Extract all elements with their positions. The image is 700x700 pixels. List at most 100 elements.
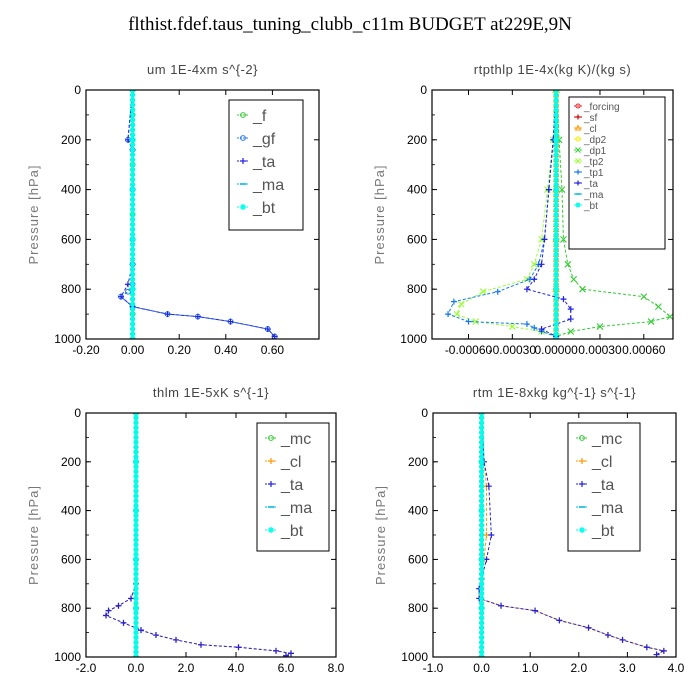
- data-point: [130, 231, 136, 237]
- x-tick-label: 1.0: [522, 661, 539, 675]
- data-point: [553, 167, 559, 173]
- data-point: [479, 566, 485, 572]
- data-point: [103, 612, 109, 619]
- data-point: [553, 261, 559, 267]
- x-tick-label: 2.0: [570, 661, 587, 675]
- plot-area: [476, 413, 667, 657]
- data-point: [479, 556, 485, 562]
- legend-label: _ta: [583, 179, 598, 190]
- data-point: [479, 512, 485, 518]
- data-point: [553, 107, 559, 113]
- data-point: [125, 288, 131, 295]
- series-bt: [129, 90, 136, 339]
- data-point: [479, 639, 485, 645]
- data-point: [130, 202, 136, 208]
- data-point: [117, 293, 124, 300]
- data-point: [133, 464, 139, 470]
- data-point: [545, 186, 552, 193]
- data-point: [479, 444, 485, 450]
- data-point: [130, 157, 136, 163]
- legend-label: _mc: [280, 431, 311, 448]
- data-point: [133, 605, 139, 611]
- y-tick-label: 1000: [54, 332, 81, 346]
- data-point: [541, 236, 548, 243]
- data-point: [560, 236, 567, 243]
- data-point: [133, 439, 139, 445]
- data-point: [130, 266, 136, 272]
- data-point: [133, 542, 139, 548]
- data-point: [283, 652, 289, 657]
- data-point: [115, 602, 122, 609]
- data-point: [133, 644, 139, 650]
- legend-label: _dp2: [583, 135, 607, 146]
- data-point: [553, 241, 559, 247]
- data-point: [133, 561, 139, 567]
- data-point: [133, 449, 139, 455]
- data-point: [553, 177, 559, 183]
- data-point: [130, 152, 136, 158]
- data-point: [130, 177, 136, 183]
- series-line: [447, 90, 557, 337]
- legend-label: _f: [252, 108, 267, 125]
- data-point: [130, 172, 136, 178]
- data-point: [227, 318, 234, 325]
- data-point: [133, 498, 139, 504]
- data-point: [133, 483, 139, 489]
- series-bt: [478, 413, 485, 657]
- data-point: [479, 576, 485, 582]
- data-point: [130, 321, 136, 327]
- data-point: [479, 498, 485, 504]
- data-point: [531, 324, 538, 331]
- plot-area: [445, 90, 673, 339]
- data-point: [479, 469, 485, 475]
- series-line: [456, 90, 557, 337]
- legend-label: _bt: [280, 523, 304, 540]
- data-point: [130, 167, 136, 173]
- plot-frame: [431, 89, 674, 340]
- x-tick-label: -2.0: [76, 661, 97, 675]
- y-tick-label: 200: [408, 455, 428, 469]
- data-point: [133, 610, 139, 616]
- data-point: [579, 285, 586, 293]
- data-point: [133, 420, 139, 426]
- data-point: [553, 246, 559, 252]
- figure-title: flthist.fdef.taus_tuning_clubb_c11m BUDG…: [128, 14, 572, 35]
- x-tick-label: 0.00: [121, 343, 145, 357]
- y-tick-label: 0: [74, 406, 81, 420]
- data-point: [479, 434, 485, 440]
- data-point: [553, 306, 559, 312]
- data-point: [538, 261, 545, 268]
- data-point: [553, 316, 559, 322]
- data-point: [133, 430, 139, 436]
- data-point: [553, 311, 559, 317]
- y-tick-label: 1000: [400, 332, 427, 346]
- series-line: [478, 413, 666, 656]
- panel-title: rtpthlp 1E-4x(kg K)/(kg s): [474, 62, 632, 77]
- data-point: [479, 644, 485, 650]
- data-point: [479, 503, 485, 509]
- data-point: [133, 508, 139, 514]
- x-tick-label: 2.0: [178, 661, 195, 675]
- data-point: [553, 132, 559, 138]
- data-point: [643, 644, 650, 651]
- data-point: [130, 251, 136, 257]
- series-bt: [553, 90, 560, 339]
- x-tick-label: 0.40: [214, 343, 238, 357]
- y-tick-label: 400: [407, 183, 427, 197]
- data-point: [130, 236, 136, 242]
- data-point: [485, 483, 492, 490]
- legend-box: [568, 96, 666, 250]
- data-point: [553, 127, 559, 133]
- y-tick-label: 600: [408, 552, 428, 566]
- data-point: [479, 615, 485, 621]
- data-point: [479, 571, 485, 577]
- data-point: [498, 602, 505, 609]
- data-point: [153, 632, 159, 639]
- x-tick-label: 0.00060: [622, 343, 666, 357]
- x-tick-label: 0.00000: [534, 343, 578, 357]
- legend-label: _ma: [280, 500, 312, 517]
- data-point: [133, 634, 139, 640]
- x-tick-label: 0.60: [261, 343, 285, 357]
- data-point: [130, 182, 136, 188]
- data-point: [133, 512, 139, 518]
